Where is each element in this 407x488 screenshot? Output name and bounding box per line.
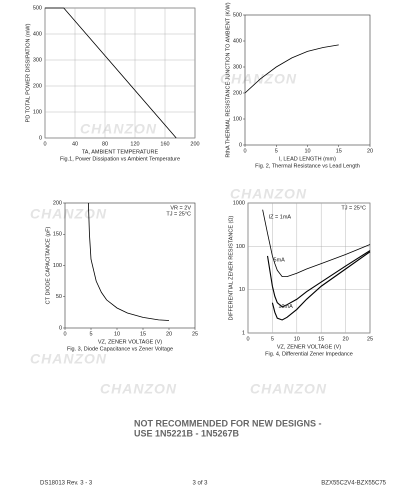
data-line: [45, 7, 177, 139]
annotation: TJ = 25°C: [166, 211, 191, 217]
footer-left: DS18013 Rev. 3 - 3: [40, 481, 93, 487]
x-axis-label: VZ, ZENER VOLTAGE (V): [98, 339, 162, 345]
watermark: CHANZON: [250, 381, 327, 397]
x-tick-label: 20: [166, 331, 172, 337]
x-tick-label: 40: [72, 141, 78, 147]
x-axis-label: TA, AMBIENT TEMPERATURE: [82, 149, 159, 155]
y-tick-label: 500: [233, 12, 242, 18]
x-tick-label: 80: [102, 141, 108, 147]
y-tick-label: 50: [56, 294, 62, 300]
y-tick-label: 100: [33, 109, 42, 115]
caption: Fig. 2, Thermal Resistance vs Lead Lengt…: [255, 163, 360, 169]
y-tick-label: 0: [59, 325, 62, 331]
x-tick-label: 20: [367, 148, 373, 154]
data-line: [266, 250, 371, 308]
x-tick-label: 15: [318, 336, 324, 342]
x-tick-label: 200: [190, 141, 199, 147]
watermark: CHANZON: [100, 381, 177, 397]
x-tick-label: 0: [63, 331, 66, 337]
y-tick-label: 100: [233, 116, 242, 122]
watermark: CHANZON: [220, 71, 297, 87]
x-tick-label: 0: [246, 336, 249, 342]
x-tick-label: 15: [336, 148, 342, 154]
series-label: IZ = 1mA: [269, 214, 292, 220]
x-tick-label: 5: [271, 336, 274, 342]
data-line: [88, 202, 170, 321]
series-label: 10mA: [278, 304, 293, 310]
x-tick-label: 15: [140, 331, 146, 337]
x-axis-label: VZ, ZENER VOLTAGE (V): [277, 344, 341, 350]
y-tick-label: 150: [53, 232, 62, 238]
y-tick-label: 100: [236, 244, 245, 250]
y-axis-label: RthA THERMAL RESISTANCE JUNCTION TO AMBI…: [225, 2, 231, 157]
caption: Fig. 4, Differential Zener Impedance: [265, 351, 353, 357]
caption: Fig.1, Power Dissipation vs Ambient Temp…: [60, 156, 180, 162]
y-tick-label: 1000: [233, 200, 245, 206]
y-tick-label: 100: [53, 263, 62, 269]
watermark: CHANZON: [80, 121, 157, 137]
y-tick-label: 200: [33, 83, 42, 89]
y-tick-label: 500: [33, 5, 42, 11]
y-tick-label: 200: [233, 90, 242, 96]
y-axis-label: CT DIODE CAPACITANCE (pF): [45, 227, 51, 305]
x-tick-label: 10: [304, 148, 310, 154]
chart: 0 40 80 120 160 200 0 100 200 300 400 500 TA, AMBIEN…: [25, 5, 199, 162]
y-tick-label: 400: [233, 38, 242, 44]
y-tick-label: 200: [53, 200, 62, 206]
footer-right: BZX55C2V4-BZX55C75: [321, 481, 386, 487]
x-tick-label: 5: [89, 331, 92, 337]
x-tick-label: 25: [367, 336, 373, 342]
x-axis-label: l, LEAD LENGTH (mm): [279, 156, 336, 162]
y-axis-label: DIFFERENTIAL ZENER RESISTANCE (Ω): [228, 216, 234, 321]
footer-center: 3 of 3: [192, 481, 208, 487]
watermark: CHANZON: [30, 206, 107, 222]
y-tick-label: 300: [33, 57, 42, 63]
data-line: [244, 44, 339, 94]
y-tick-label: 0: [39, 135, 42, 141]
y-tick-label: 400: [33, 31, 42, 37]
watermarks: CHANZON CHANZON CHANZON CHANZON CHANZON …: [30, 71, 327, 397]
y-axis-label: PD TOTAL POWER DISSIPATION (mW): [25, 23, 31, 122]
x-tick-label: 5: [275, 148, 278, 154]
watermark: CHANZON: [230, 186, 307, 202]
x-tick-label: 25: [192, 331, 198, 337]
annotation: TJ = 25°C: [341, 205, 366, 211]
y-tick-label: 1: [242, 330, 245, 336]
chart: 0 5 10 15 20 25 1 10 100 1000 VZ, ZENER VOLTAGE (V…: [228, 200, 373, 357]
x-tick-label: 0: [43, 141, 46, 147]
caption: Fig. 3, Diode Capacitance vs Zener Volta…: [67, 346, 173, 352]
watermark: CHANZON: [30, 351, 107, 367]
data-line: [271, 251, 371, 321]
plot-frame: [64, 202, 196, 329]
chart: 0 5 10 15 20 25 0 50 100 150 200 VZ, ZENER VOLTAGE …: [45, 200, 198, 352]
y-tick-label: 300: [233, 64, 242, 70]
series-label: 5mA: [274, 257, 286, 263]
annotation: VR = 2V: [170, 205, 191, 211]
x-tick-label: 160: [160, 141, 169, 147]
x-tick-label: 0: [243, 148, 246, 154]
x-tick-label: 10: [114, 331, 120, 337]
x-tick-label: 20: [343, 336, 349, 342]
y-tick-label: 10: [239, 287, 245, 293]
x-tick-label: 120: [130, 141, 139, 147]
y-tick-label: 0: [239, 142, 242, 148]
notice-line: NOT RECOMMENDED FOR NEW DESIGNS -: [134, 418, 322, 428]
notice-line: USE 1N5221B - 1N5267B: [134, 428, 240, 438]
x-tick-label: 10: [294, 336, 300, 342]
data-line: [262, 209, 371, 278]
